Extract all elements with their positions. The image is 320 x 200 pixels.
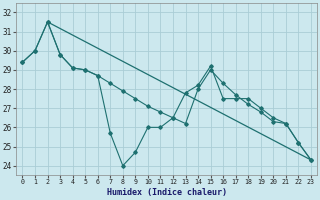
X-axis label: Humidex (Indice chaleur): Humidex (Indice chaleur) <box>107 188 227 197</box>
